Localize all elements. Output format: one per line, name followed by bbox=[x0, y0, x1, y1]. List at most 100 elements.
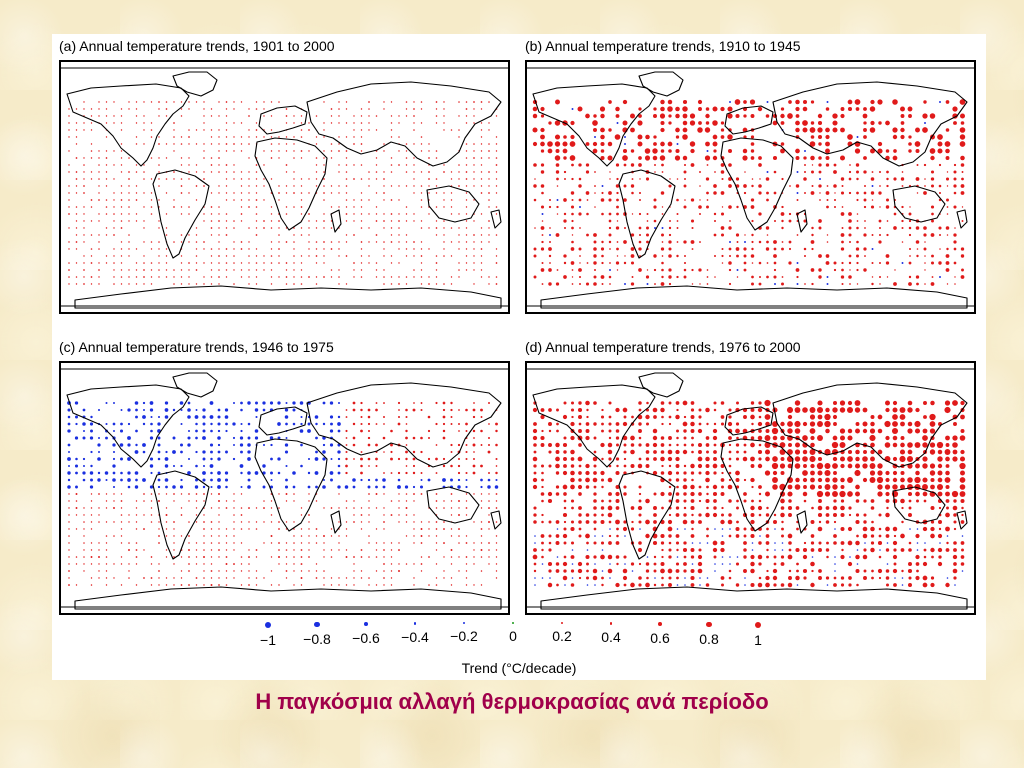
trend-dot bbox=[255, 549, 258, 551]
trend-dot bbox=[578, 198, 582, 202]
trend-dot bbox=[225, 255, 228, 257]
trend-dot bbox=[383, 108, 385, 110]
trend-dot bbox=[98, 577, 100, 579]
trend-dot bbox=[368, 500, 370, 502]
trend-dot bbox=[495, 549, 498, 551]
trend-dot bbox=[149, 401, 154, 405]
trend-dot bbox=[413, 220, 415, 222]
trend-dot bbox=[120, 248, 123, 250]
trend-dot bbox=[750, 401, 755, 405]
trend-dot bbox=[135, 269, 138, 271]
trend-dot bbox=[225, 528, 228, 530]
trend-dot bbox=[112, 485, 116, 489]
trend-dot bbox=[795, 156, 800, 160]
trend-dot bbox=[293, 500, 295, 502]
trend-dot bbox=[579, 283, 581, 285]
trend-dot bbox=[293, 556, 295, 558]
trend-dot bbox=[450, 507, 453, 509]
trend-dot bbox=[98, 563, 100, 565]
trend-dot bbox=[240, 408, 243, 412]
trend-dot bbox=[113, 493, 115, 495]
trend-dot bbox=[195, 227, 198, 229]
trend-dot bbox=[796, 262, 799, 264]
trend-dot bbox=[465, 422, 468, 426]
trend-dot bbox=[593, 436, 597, 440]
trend-dot bbox=[585, 485, 590, 489]
trend-dot bbox=[780, 506, 785, 510]
trend-dot bbox=[743, 184, 747, 188]
trend-dot bbox=[225, 563, 228, 565]
trend-dot bbox=[623, 464, 627, 468]
trend-dot bbox=[676, 143, 679, 145]
trend-dot bbox=[743, 541, 747, 545]
trend-dot bbox=[105, 563, 108, 565]
trend-dot bbox=[771, 427, 779, 435]
trend-dot bbox=[233, 164, 235, 166]
trend-dot bbox=[127, 485, 131, 489]
trend-dot bbox=[534, 542, 536, 544]
trend-dot bbox=[293, 241, 295, 243]
trend-dot bbox=[337, 485, 341, 489]
trend-dot bbox=[698, 499, 702, 503]
trend-dot bbox=[68, 206, 70, 208]
trend-dot bbox=[960, 121, 965, 125]
trend-dot bbox=[360, 269, 363, 271]
trend-dot bbox=[368, 129, 370, 131]
trend-dot bbox=[728, 513, 732, 517]
trend-dot bbox=[225, 577, 228, 579]
trend-dot bbox=[960, 254, 965, 258]
trend-dot bbox=[345, 471, 348, 475]
trend-dot bbox=[390, 220, 393, 222]
trend-dot bbox=[908, 135, 912, 139]
trend-dot bbox=[473, 563, 475, 565]
trend-dot bbox=[367, 443, 371, 447]
trend-dot bbox=[465, 255, 468, 257]
trend-dot bbox=[645, 457, 650, 461]
trend-dot bbox=[180, 192, 183, 194]
trend-dot bbox=[623, 184, 627, 188]
trend-dot bbox=[338, 150, 340, 152]
trend-dot bbox=[128, 220, 130, 222]
trend-dot bbox=[480, 248, 483, 250]
trend-dot bbox=[841, 227, 844, 229]
trend-dot bbox=[840, 275, 845, 279]
trend-dot bbox=[457, 485, 461, 489]
trend-dot bbox=[285, 549, 288, 551]
trend-dot bbox=[676, 429, 679, 433]
trend-dot bbox=[135, 408, 138, 412]
trend-dot bbox=[728, 436, 732, 440]
trend-dot bbox=[765, 534, 770, 538]
trend-dot bbox=[255, 108, 258, 110]
trend-dot bbox=[705, 141, 710, 147]
trend-dot bbox=[630, 233, 635, 237]
trend-dot bbox=[869, 428, 876, 434]
trend-dot bbox=[218, 283, 220, 285]
trend-dot bbox=[68, 192, 70, 194]
trend-dot bbox=[158, 262, 160, 264]
trend-dot bbox=[840, 576, 845, 580]
trend-dot bbox=[278, 255, 280, 257]
trend-dot bbox=[661, 422, 664, 426]
trend-dot bbox=[721, 177, 724, 181]
trend-dot bbox=[300, 199, 303, 201]
trend-dot bbox=[758, 191, 762, 195]
trend-dot bbox=[653, 114, 657, 118]
trend-dot bbox=[660, 401, 665, 405]
trend-dot bbox=[164, 401, 169, 405]
trend-dot bbox=[847, 526, 853, 532]
trend-dot bbox=[285, 269, 288, 271]
trend-dot bbox=[878, 527, 882, 531]
trend-dot bbox=[728, 268, 732, 272]
trend-dot bbox=[810, 155, 815, 161]
legend-dot bbox=[754, 622, 762, 629]
trend-dot bbox=[68, 136, 70, 138]
trend-dot bbox=[924, 122, 926, 124]
trend-dot bbox=[540, 492, 545, 496]
trend-dot bbox=[668, 485, 672, 489]
trend-dot bbox=[323, 241, 325, 243]
trend-dot bbox=[495, 500, 498, 502]
trend-dot bbox=[802, 568, 808, 574]
trend-dot bbox=[120, 493, 123, 495]
trend-dot bbox=[225, 269, 228, 271]
trend-dot bbox=[704, 155, 711, 161]
